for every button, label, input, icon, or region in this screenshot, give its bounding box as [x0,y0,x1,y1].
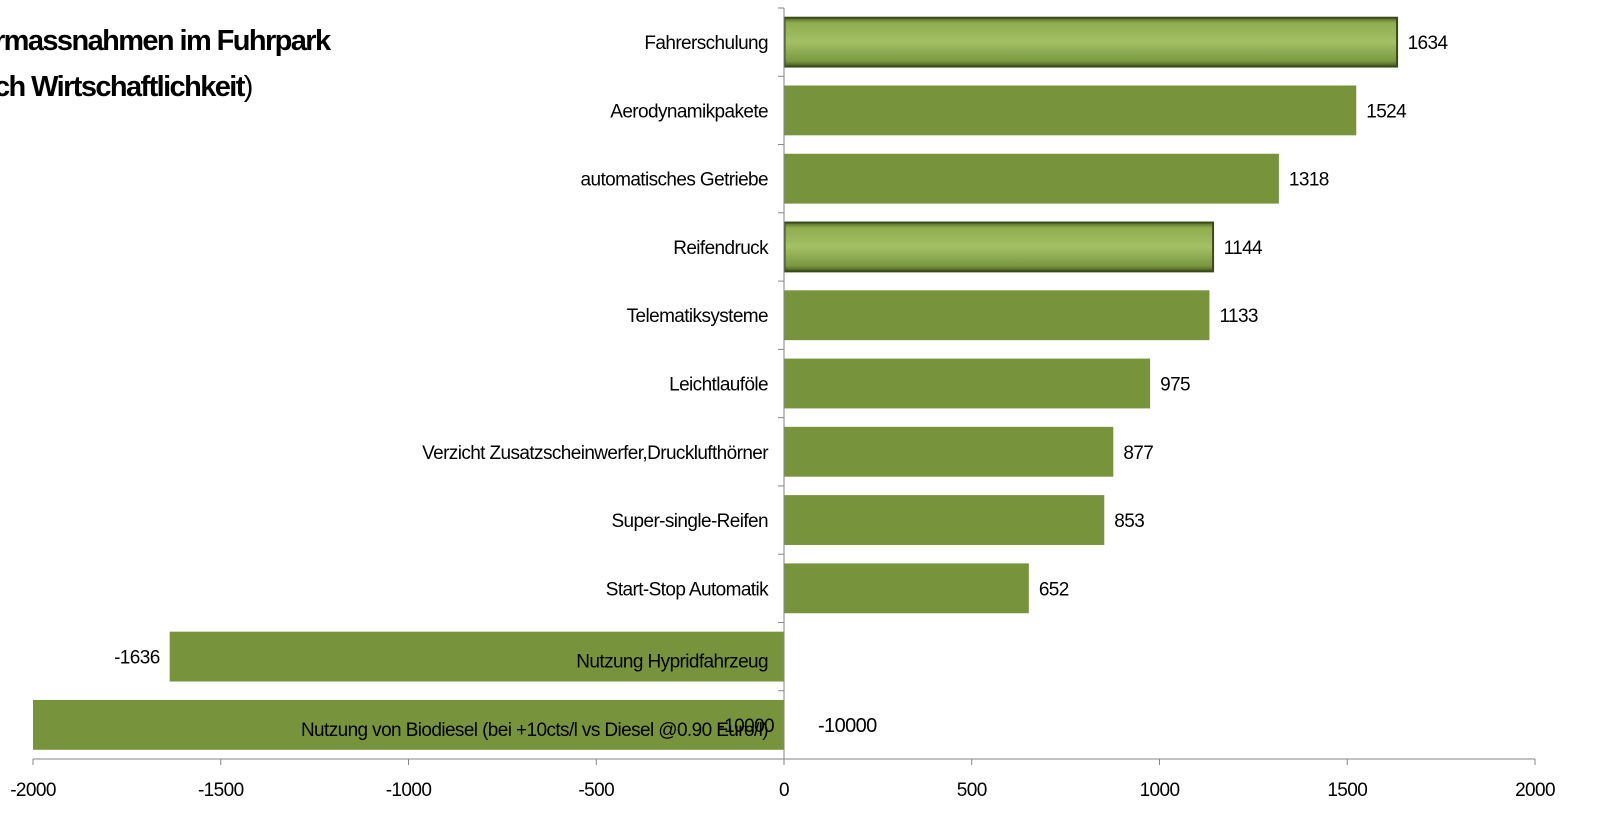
category-label-start-stop-automatik: Start-Stop Automatik [606,579,769,600]
bar-verzicht-zusatzscheinwerfer-drucklufth-r [784,426,1114,477]
data-label-reifendruck: 1144 [1224,238,1263,259]
labels-group: Fahrerschulung 1634 Aerodynamikpakete 1524 a… [114,33,1449,741]
category-label-automatisches-getriebe: automatisches Getriebe [581,170,768,191]
chart-title-line-2: ch Wirtschaftlichkeit) [0,64,330,110]
data-label-nutzung-hypridfahrzeug: -1636 [114,648,160,669]
x-tick-label: -500 [578,780,614,801]
bar-telematiksysteme [784,290,1210,341]
chart-title-line-2-text: ch Wirtschaftlichkeit [0,71,245,103]
chart-title-line-2-paren: ) [243,71,254,103]
annotation-label: -10000 [818,715,877,737]
data-label-telematiksysteme: 1133 [1219,306,1257,327]
category-label-aerodynamikpakete: Aerodynamikpakete [610,101,768,122]
category-label-super-single-reifen: Super-single-Reifen [611,511,768,532]
x-tick-label: -2000 [10,780,56,801]
category-label-reifendruck: Reifendruck [673,238,769,259]
x-tick-label: 500 [957,780,987,801]
chart-title: rmassnahmen im Fuhrpark ch Wirtschaftlic… [0,18,331,110]
bar-leichtlauf-le [784,358,1151,409]
x-tick-label: 1500 [1327,780,1367,801]
bar-super-single-reifen [784,495,1105,545]
bar-aerodynamikpakete [784,85,1357,136]
category-label-nutzung-von-biodiesel-bei-10cts-l-vs-die: Nutzung von Biodiesel (bei +10cts/l vs D… [301,720,768,741]
x-tick-label: 1000 [1140,780,1180,801]
x-tick-label: -1500 [198,780,244,801]
data-label-automatisches-getriebe: 1318 [1289,170,1329,191]
bar-fahrerschulung [784,17,1398,68]
bar-reifendruck [784,222,1214,272]
data-label-super-single-reifen: 853 [1114,511,1144,532]
axes-group: -2000 -1500 -1000 -500 0 500 1000 1500 2000 [10,7,1556,801]
x-tick-label: 2000 [1515,780,1555,801]
data-label-leichtlauf-le: 975 [1160,375,1190,396]
data-label-aerodynamikpakete: 1524 [1366,101,1407,122]
data-label-nutzung-von-biodiesel-bei-10cts-l-vs-die: -10000 [718,716,774,737]
x-tick-label: 0 [779,780,789,801]
category-label-telematiksysteme: Telematiksysteme [627,306,768,327]
category-label-nutzung-hypridfahrzeug: Nutzung Hypridfahrzeug [576,652,768,673]
category-label-verzicht-zusatzscheinwerfer-drucklufth-r: Verzicht Zusatzscheinwerfer,Drucklufthör… [422,443,769,464]
x-tick-label: -1000 [386,780,432,801]
data-label-start-stop-automatik: 652 [1039,579,1069,600]
bar-nutzung-von-biodiesel-bei-10cts-l-vs-die [33,699,784,750]
bars-group [33,16,1399,750]
category-label-fahrerschulung: Fahrerschulung [644,33,768,54]
bar-nutzung-hypridfahrzeug [169,631,784,682]
data-label-fahrerschulung: 1634 [1408,33,1449,54]
data-label-verzicht-zusatzscheinwerfer-drucklufth-r: 877 [1123,443,1153,464]
chart-title-line-1: rmassnahmen im Fuhrpark [0,25,331,57]
category-label-leichtlauf-le: Leichtlauföle [669,375,768,396]
bar-start-stop-automatik [784,563,1029,614]
bar-automatisches-getriebe [784,153,1279,204]
